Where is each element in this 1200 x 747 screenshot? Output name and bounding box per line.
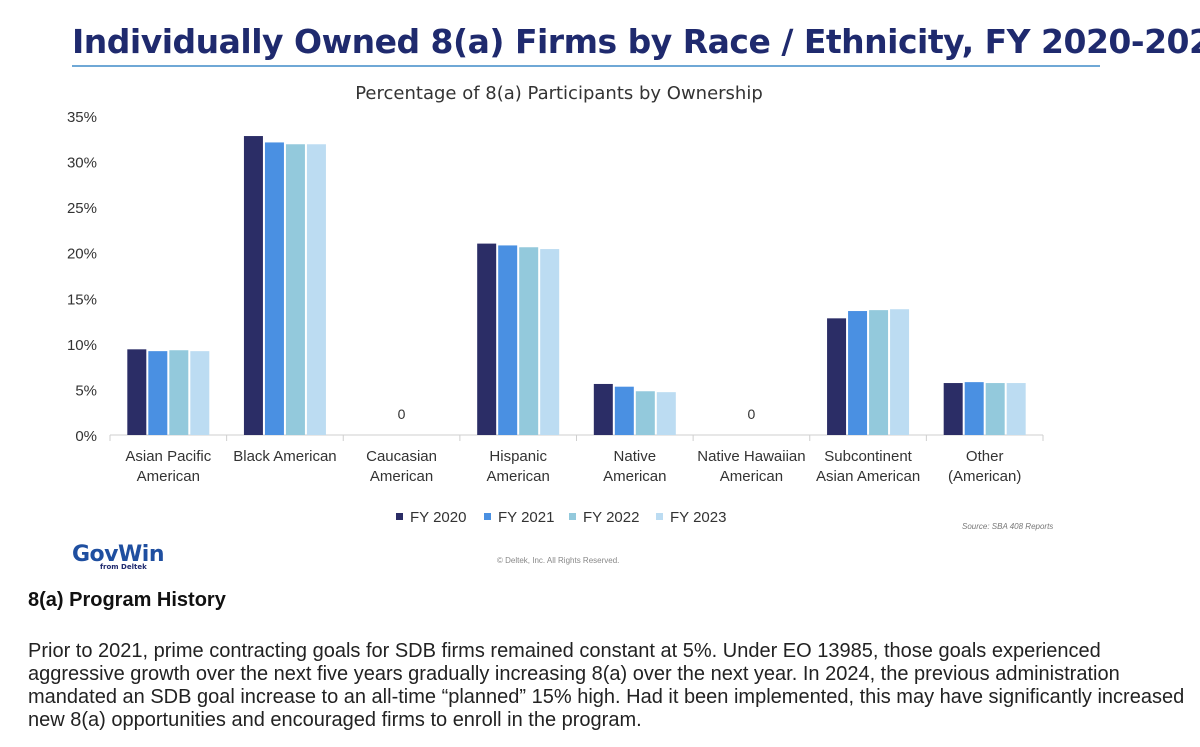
y-tick-label: 20% xyxy=(67,246,97,263)
category-label: Native xyxy=(614,448,657,465)
zero-value-label: 0 xyxy=(398,406,406,422)
legend-label: FY 2020 xyxy=(410,509,466,526)
bar-fy-2022 xyxy=(285,144,305,436)
category-label: American xyxy=(370,468,433,485)
legend-swatch xyxy=(569,513,576,520)
bar-fy-2021 xyxy=(264,142,284,435)
category-label: American xyxy=(720,468,783,485)
y-tick-label: 30% xyxy=(67,155,97,172)
category-label: American xyxy=(487,468,550,485)
legend-label: FY 2021 xyxy=(498,509,554,526)
bar-fy-2021 xyxy=(848,311,868,435)
y-tick-label: 0% xyxy=(75,428,97,445)
bar-fy-2022 xyxy=(519,247,539,435)
legend-swatch xyxy=(396,513,403,520)
y-tick-label: 15% xyxy=(67,291,97,308)
bar-fy-2021 xyxy=(148,351,168,435)
bar-fy-2023 xyxy=(190,351,210,435)
y-tick-label: 10% xyxy=(67,337,97,354)
bar-fy-2023 xyxy=(1006,383,1026,435)
category-label: Hispanic xyxy=(489,448,547,465)
section-heading: 8(a) Program History xyxy=(28,589,226,611)
category-label: Asian American xyxy=(816,468,920,485)
chart-page-title: Individually Owned 8(a) Firms by Race / … xyxy=(72,22,1200,61)
category-label: Native Hawaiian xyxy=(697,448,805,465)
bar-fy-2020 xyxy=(943,383,963,435)
legend-swatch xyxy=(484,513,491,520)
bar-fy-2020 xyxy=(243,136,263,435)
category-label: Asian Pacific xyxy=(125,448,211,465)
logo-wordmark: GovWin xyxy=(72,542,164,567)
title-divider xyxy=(72,65,1100,67)
category-label: American xyxy=(603,468,666,485)
govwin-logo: GovWin from Deltek xyxy=(72,542,164,571)
bar-fy-2022 xyxy=(169,350,189,435)
legend-label: FY 2023 xyxy=(670,509,726,526)
legend-label: FY 2022 xyxy=(583,509,639,526)
bar-fy-2020 xyxy=(827,318,847,435)
bar-fy-2023 xyxy=(540,249,560,435)
y-tick-label: 25% xyxy=(67,200,97,217)
zero-value-label: 0 xyxy=(748,406,756,422)
category-label: (American) xyxy=(948,468,1021,485)
y-tick-label: 5% xyxy=(75,382,97,399)
bar-fy-2023 xyxy=(890,309,910,435)
logo-subtitle: from Deltek xyxy=(100,563,147,571)
category-label: Black American xyxy=(233,448,336,465)
source-note: Source: SBA 408 Reports xyxy=(962,522,1054,531)
bar-fy-2022 xyxy=(985,383,1005,435)
bar-fy-2022 xyxy=(869,310,889,435)
bar-chart: Percentage of 8(a) Participants by Owner… xyxy=(67,83,1044,526)
legend-swatch xyxy=(656,513,663,520)
bar-fy-2021 xyxy=(964,382,984,435)
bar-fy-2022 xyxy=(635,391,655,435)
category-label: American xyxy=(137,468,200,485)
y-tick-label: 35% xyxy=(67,109,97,126)
bar-fy-2021 xyxy=(614,386,634,435)
bar-fy-2020 xyxy=(477,243,497,435)
bar-fy-2021 xyxy=(498,245,518,435)
bar-fy-2023 xyxy=(656,392,676,435)
category-label: Other xyxy=(966,448,1004,465)
bar-fy-2020 xyxy=(127,349,147,435)
article-paragraph: Prior to 2021, prime contracting goals f… xyxy=(28,640,1185,731)
copyright-note: © Deltek, Inc. All Rights Reserved. xyxy=(497,556,620,565)
category-label: Caucasian xyxy=(366,448,437,465)
bar-fy-2020 xyxy=(593,383,613,435)
chart-title: Percentage of 8(a) Participants by Owner… xyxy=(355,83,763,104)
bar-fy-2023 xyxy=(306,144,326,436)
category-label: Subcontinent xyxy=(824,448,912,465)
